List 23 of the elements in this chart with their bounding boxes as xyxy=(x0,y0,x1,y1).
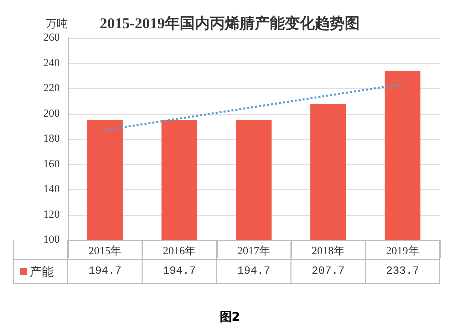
legend-label: 产能 xyxy=(30,265,54,279)
caption: 图2 xyxy=(220,310,240,324)
data-label: 194.7 xyxy=(237,266,271,278)
data-label: 194.7 xyxy=(163,266,196,278)
x-tick-label: 2019年 xyxy=(386,246,420,258)
y-tick-label: 160 xyxy=(44,158,60,170)
y-tick-label: 220 xyxy=(44,82,60,94)
y-tick-label: 260 xyxy=(44,32,60,44)
y-tick-label: 180 xyxy=(44,133,60,145)
y-tick-label: 120 xyxy=(44,208,60,221)
data-label: 194.7 xyxy=(88,266,122,278)
x-tick-label: 2016年 xyxy=(163,246,196,258)
data-label: 207.7 xyxy=(312,266,345,278)
x-tick-label: 2017年 xyxy=(238,246,270,258)
x-tick-label: 2018年 xyxy=(312,246,345,258)
x-tick-label: 2015年 xyxy=(88,246,122,258)
data-label: 233.7 xyxy=(386,266,420,278)
y-tick-label: 100 xyxy=(44,234,60,246)
y-tick-label: 140 xyxy=(44,184,60,196)
y-axis-title: 万吨 xyxy=(46,18,68,30)
y-tick-label: 240 xyxy=(44,57,60,70)
chart-title: 2015-2019年国内丙烯腈产能变化趋势图 xyxy=(100,14,360,32)
y-tick-label: 200 xyxy=(44,108,60,120)
